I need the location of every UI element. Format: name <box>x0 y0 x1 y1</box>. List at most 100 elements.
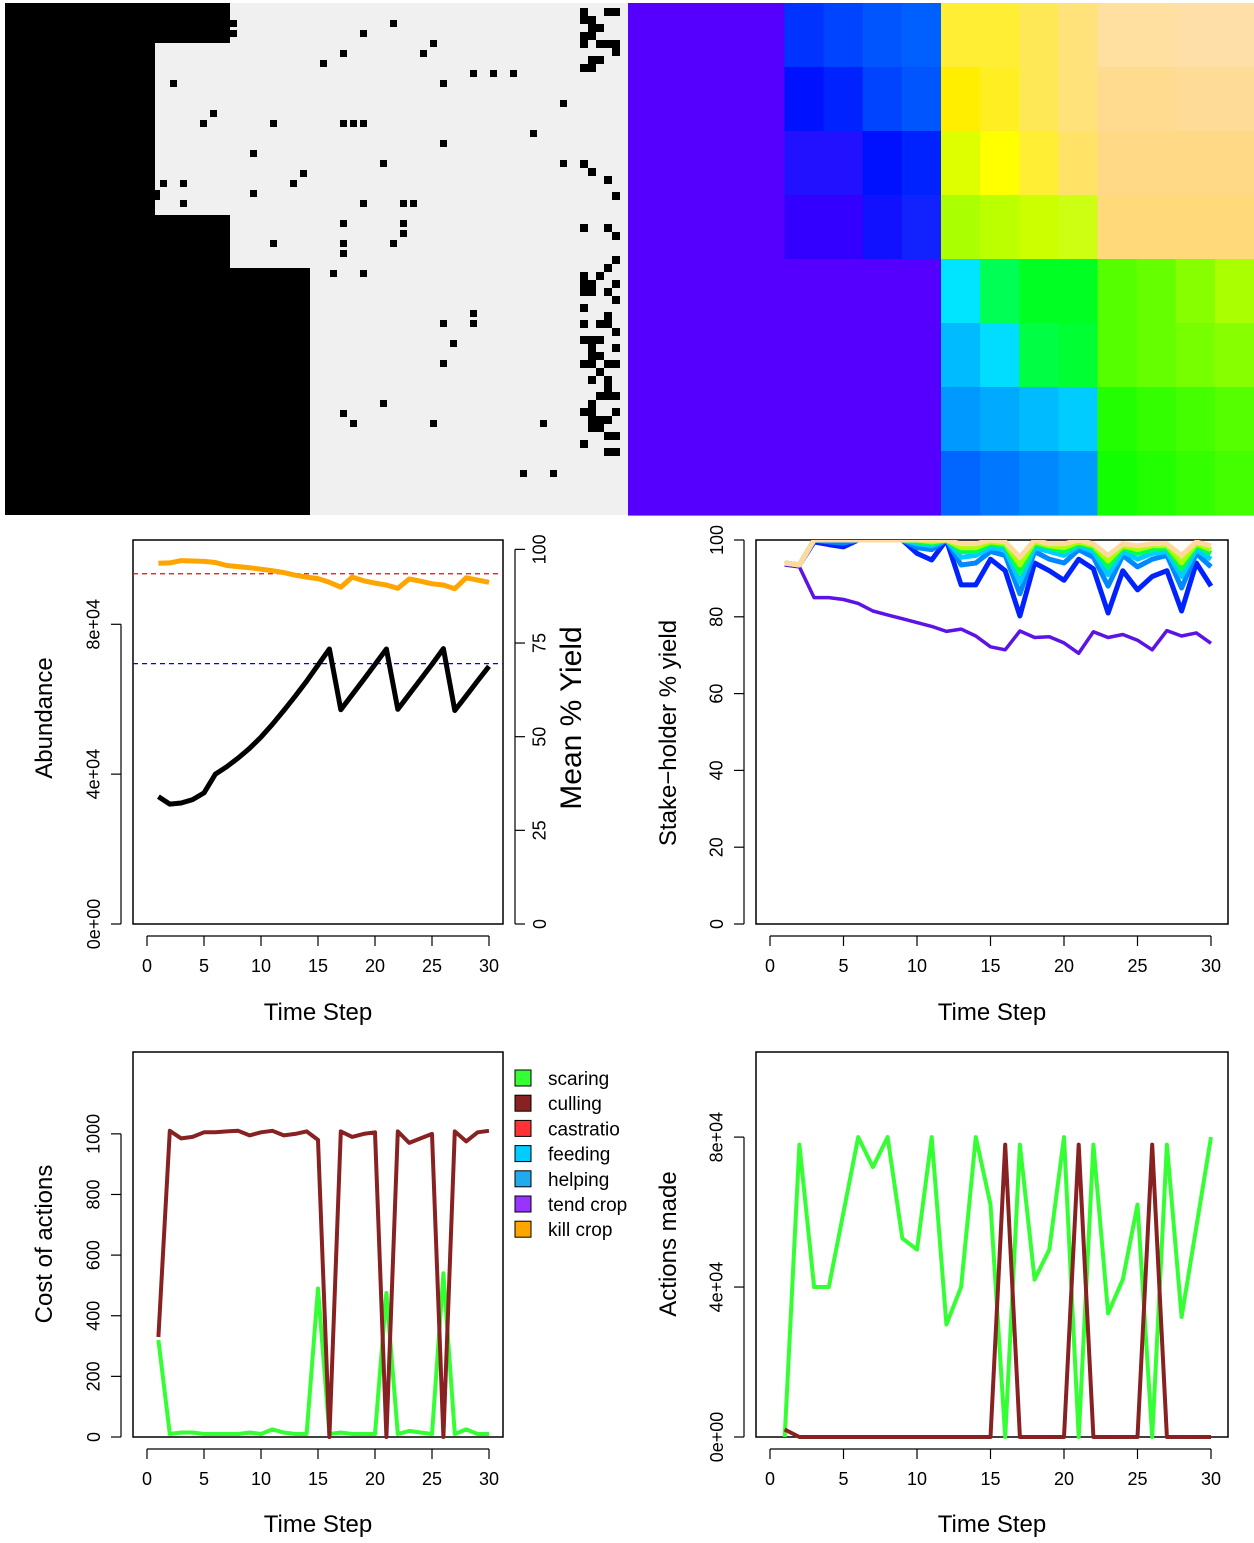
yield-cell <box>1214 67 1254 132</box>
own-cell <box>580 16 588 24</box>
yield-cell <box>941 67 981 132</box>
yield-cell <box>1175 3 1216 68</box>
yield-cell <box>784 67 825 132</box>
own-cell <box>420 50 427 57</box>
own-cell <box>596 392 604 400</box>
yield-cell <box>862 387 903 452</box>
yield-cell <box>667 195 707 260</box>
own-block <box>5 268 310 515</box>
own-cell <box>440 80 447 87</box>
yield-cell <box>901 387 942 452</box>
yield-cell <box>823 451 864 516</box>
own-cell <box>380 400 387 407</box>
yield-cell <box>1136 3 1177 68</box>
own-cell <box>604 448 612 456</box>
p5-ylabel: Cost of actions <box>31 1165 58 1324</box>
yield-cell <box>1019 451 1059 516</box>
yield-cell <box>1214 259 1254 324</box>
own-cell <box>190 20 197 27</box>
yield-cell <box>745 323 786 388</box>
own-cell <box>160 180 167 187</box>
own-cell <box>540 420 547 427</box>
yield-cell <box>1175 323 1216 388</box>
yield-cell <box>1214 451 1254 516</box>
p4-y-tick-label: 60 <box>707 684 727 704</box>
own-cell <box>596 424 604 432</box>
actions-made-chart: Time Step Actions made 0 5 10 15 20 25 30 0e+00… <box>655 1051 1229 1538</box>
own-cell <box>604 288 612 296</box>
yield-cell <box>1058 131 1099 196</box>
legend-label: culling <box>548 1094 602 1115</box>
p4-series-line <box>784 540 1212 568</box>
yield-cell <box>745 259 786 324</box>
yield-cell <box>980 387 1020 452</box>
own-cell <box>612 296 620 304</box>
yield-cell <box>1214 387 1254 452</box>
yield-cell <box>980 195 1020 260</box>
yield-cell <box>1136 131 1177 196</box>
yield-cell <box>823 131 864 196</box>
legend-label: helping <box>548 1170 609 1191</box>
own-cell <box>580 8 588 16</box>
p4-x-tick-label: 20 <box>1054 956 1074 976</box>
own-cell <box>580 360 588 368</box>
p3-x-tick-label: 30 <box>479 956 499 976</box>
p5-y-tick-label: 800 <box>84 1179 104 1209</box>
own-cell <box>588 64 596 72</box>
p3-y-tick-label: 0e+00 <box>84 899 104 950</box>
yield-cell <box>1058 387 1099 452</box>
legend-swatch <box>514 1069 532 1087</box>
yield-cell <box>941 131 981 196</box>
yield-cell <box>628 3 668 68</box>
own-cell <box>470 70 477 77</box>
p3-x-tick-label: 0 <box>142 956 152 976</box>
yield-cell <box>980 67 1020 132</box>
p3-abundance-line <box>157 646 491 807</box>
yield-cell <box>1214 3 1254 68</box>
own-cell <box>596 352 604 360</box>
yield-cell <box>1175 259 1216 324</box>
yield-cell <box>1019 323 1059 388</box>
yield-cell <box>941 259 981 324</box>
yield-map <box>628 3 1254 516</box>
own-cell <box>340 50 347 57</box>
yield-cell <box>1058 323 1099 388</box>
legend: scaring culling castratio feeding helping ten… <box>514 1069 627 1241</box>
own-cell <box>180 180 187 187</box>
own-cell <box>350 420 357 427</box>
own-cell <box>588 376 596 384</box>
p6-x-tick-label: 25 <box>1127 1469 1147 1489</box>
yield-cell <box>1175 387 1216 452</box>
p4-xlabel: Time Step <box>938 999 1046 1026</box>
own-cell <box>588 344 596 352</box>
yield-cell <box>823 259 864 324</box>
own-cell <box>588 280 596 288</box>
p3-yield-line <box>158 558 490 592</box>
abundance-chart: Time Step Abundance Mean % Yield 0 5 10 15 2… <box>31 534 588 1026</box>
yield-cell <box>628 451 668 516</box>
yield-cell <box>1097 195 1138 260</box>
p6-x-tick-label: 10 <box>907 1469 927 1489</box>
yield-cell <box>1097 259 1138 324</box>
yield-cell <box>1097 67 1138 132</box>
yield-cell <box>1019 131 1059 196</box>
own-cell <box>400 220 407 227</box>
own-cell <box>560 100 567 107</box>
own-cell <box>360 120 367 127</box>
yield-cell <box>667 131 707 196</box>
legend-label: kill crop <box>548 1220 612 1241</box>
own-cell <box>390 20 397 27</box>
p6-ylabel: Actions made <box>655 1171 682 1316</box>
yield-cell <box>1019 387 1059 452</box>
own-cell <box>230 30 237 37</box>
yield-cell <box>1058 3 1099 68</box>
own-cell <box>612 392 620 400</box>
own-cell <box>588 416 596 424</box>
yield-cell <box>628 323 668 388</box>
own-cell <box>612 344 620 352</box>
yield-cell <box>862 259 903 324</box>
yield-cell <box>1175 67 1216 132</box>
yield-cell <box>1136 67 1177 132</box>
own-cell <box>250 150 257 157</box>
yield-cell <box>823 67 864 132</box>
